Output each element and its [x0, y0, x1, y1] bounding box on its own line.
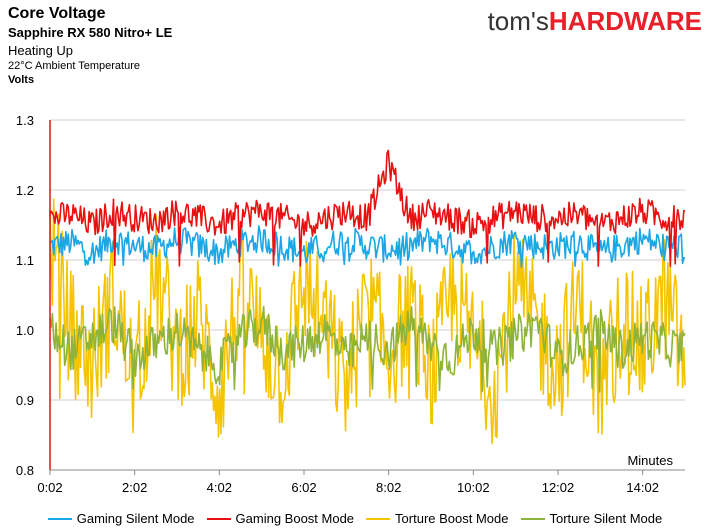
- legend-swatch: [366, 517, 391, 520]
- x-tick-label: 6:02: [291, 480, 316, 495]
- x-axis-label: Minutes: [627, 453, 673, 468]
- chart-subtitle-2: Heating Up: [8, 43, 74, 58]
- series-line-1: [49, 149, 686, 268]
- series-lines: [49, 149, 686, 445]
- y-tick-label: 1.3: [16, 113, 34, 128]
- brand-logo-part1: tom's: [487, 6, 549, 36]
- axes: [49, 120, 685, 475]
- y-tick-label: 1.1: [16, 253, 34, 268]
- y-tick-labels: 0.8 0.9 1.0 1.1 1.2 1.3: [16, 113, 34, 478]
- x-tick-labels: 0:02 2:02 4:02 6:02 8:02 10:02 12:02 14:02: [37, 480, 659, 495]
- y-tick-label: 1.0: [16, 323, 34, 338]
- legend: Gaming Silent Mode Gaming Boost Mode Tortu…: [0, 511, 710, 526]
- series-line-2: [49, 198, 686, 445]
- legend-label: Torture Silent Mode: [549, 511, 663, 526]
- legend-label: Gaming Boost Mode: [235, 511, 355, 526]
- x-tick-label: 14:02: [626, 480, 659, 495]
- legend-swatch: [47, 517, 72, 520]
- x-tick-label: 0:02: [37, 480, 62, 495]
- brand-logo-part2: HARDWARE: [548, 6, 702, 36]
- x-tick-label: 8:02: [376, 480, 401, 495]
- legend-item: Torture Boost Mode: [366, 511, 509, 526]
- x-tick-label: 4:02: [207, 480, 232, 495]
- legend-label: Torture Boost Mode: [395, 511, 509, 526]
- legend-swatch: [206, 517, 231, 520]
- chart-title: Core Voltage: [8, 5, 106, 22]
- x-tick-label: 12:02: [542, 480, 575, 495]
- x-tick-label: 10:02: [457, 480, 490, 495]
- brand-logo: tom'sHARDWARE: [488, 6, 702, 36]
- legend-item: Torture Silent Mode: [520, 511, 663, 526]
- chart-subtitle-3: 22°C Ambient Temperature: [8, 60, 140, 72]
- series-line-0: [49, 225, 686, 268]
- y-tick-label: 0.8: [16, 463, 34, 478]
- chart-subtitle: Sapphire RX 580 Nitro+ LE: [8, 25, 173, 40]
- legend-label: Gaming Silent Mode: [76, 511, 195, 526]
- chart-header: Core Voltage Sapphire RX 580 Nitro+ LE H…: [8, 4, 172, 87]
- legend-item: Gaming Boost Mode: [206, 511, 355, 526]
- legend-item: Gaming Silent Mode: [47, 511, 195, 526]
- x-tick-label: 2:02: [122, 480, 147, 495]
- y-tick-label: 0.9: [16, 393, 34, 408]
- series-line-3: [49, 305, 686, 393]
- y-axis-label: Volts: [8, 74, 35, 86]
- legend-swatch: [520, 517, 545, 520]
- y-tick-label: 1.2: [16, 183, 34, 198]
